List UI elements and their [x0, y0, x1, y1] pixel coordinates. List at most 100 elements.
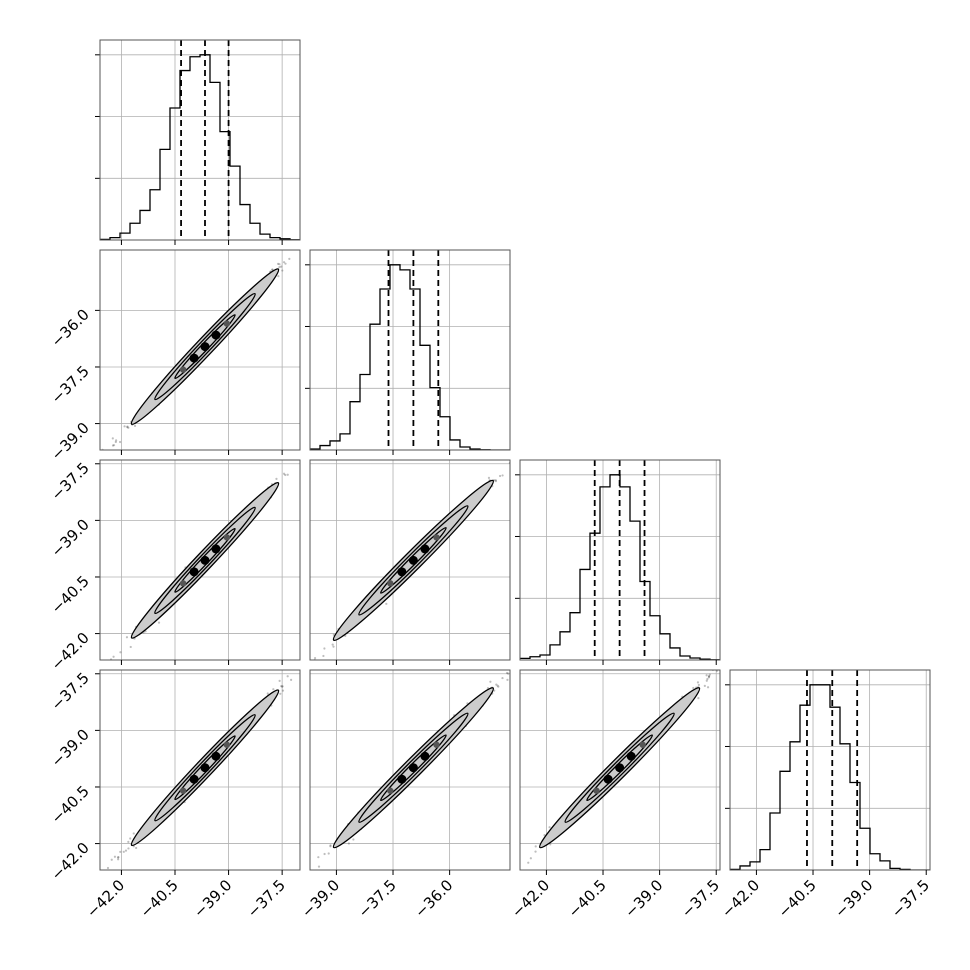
scatter-point — [280, 685, 283, 688]
x-tick-label: −42.0 — [508, 876, 553, 921]
scatter-point — [281, 685, 284, 688]
scatter-point — [487, 476, 491, 479]
scatter-point — [495, 683, 498, 686]
x-tick-label: −42.0 — [718, 876, 763, 921]
scatter-point — [272, 688, 275, 691]
scatter-point — [105, 668, 107, 670]
scatter-point — [692, 686, 695, 690]
density-core — [223, 741, 231, 748]
scatter-points — [498, 629, 761, 895]
scatter-point — [718, 663, 720, 665]
scatter-point — [119, 651, 122, 654]
scatter-point — [535, 649, 537, 651]
scatter-point — [104, 665, 106, 667]
scatter-point — [723, 660, 725, 662]
scatter-point — [103, 676, 105, 678]
panel-frame — [99, 669, 301, 871]
scatter-point — [117, 856, 120, 859]
scatter-point — [561, 408, 563, 410]
scatter-point — [126, 425, 129, 428]
scatter-point — [275, 477, 278, 480]
panel-frame — [519, 669, 721, 871]
scatter-point — [291, 887, 293, 889]
scatter-point — [104, 873, 106, 875]
density-core — [211, 751, 221, 761]
scatter-point — [281, 685, 284, 688]
density-core — [179, 787, 187, 794]
scatter-point — [133, 424, 137, 428]
scatter-panel-2-0: −42.0 −40.5 −39.0 −37.5 — [48, 443, 314, 678]
scatter-point — [276, 262, 280, 265]
scatter-point — [525, 454, 527, 456]
scatter-point — [505, 671, 509, 675]
scatter-point — [281, 269, 284, 272]
scatter-point — [132, 832, 135, 835]
density-core — [408, 763, 418, 773]
scatter-point — [112, 444, 116, 447]
scatter-point — [323, 852, 326, 856]
scatter-point — [515, 454, 517, 456]
scatter-point — [512, 873, 514, 875]
scatter-point — [297, 244, 299, 246]
scatter-point — [321, 638, 323, 640]
scatter-point — [279, 907, 281, 909]
scatter-point — [235, 943, 237, 945]
scatter-point — [501, 474, 504, 477]
density-core — [433, 741, 440, 748]
scatter-point — [122, 850, 125, 853]
scatter-point — [312, 443, 314, 445]
scatter-point — [697, 683, 700, 687]
scatter-point — [323, 647, 326, 650]
density-core — [387, 787, 394, 794]
scatter-point — [129, 837, 132, 840]
x-tick-label: −40.5 — [565, 876, 610, 921]
scatter-point — [288, 257, 291, 260]
histogram-panel-1 — [305, 249, 511, 455]
scatter-point — [127, 847, 130, 850]
scatter-point — [498, 474, 502, 478]
density-core — [420, 544, 430, 554]
scatter-point — [277, 274, 280, 278]
x-tick-label: −37.5 — [244, 876, 289, 921]
scatter-point — [290, 678, 293, 681]
scatter-point — [497, 685, 500, 688]
scatter-point — [707, 676, 711, 679]
scatter-point — [347, 842, 350, 845]
scatter-point — [506, 678, 509, 681]
scatter-point — [721, 667, 723, 669]
scatter-point — [126, 426, 129, 429]
scatter-point — [498, 893, 500, 895]
density-core — [603, 774, 613, 784]
histogram-panel-3: −42.0 −40.5 −39.0 −37.5 — [718, 669, 933, 921]
x-tick-label: −39.0 — [298, 876, 343, 921]
scatter-point — [713, 664, 715, 666]
histogram-step — [310, 264, 510, 450]
scatter-point — [271, 268, 274, 271]
scatter-point — [271, 268, 274, 271]
scatter-point — [759, 629, 761, 631]
scatter-point — [706, 677, 709, 681]
scatter-point — [127, 840, 130, 843]
scatter-point — [718, 663, 720, 665]
scatter-point — [104, 877, 106, 879]
scatter-point — [117, 856, 120, 859]
scatter-point — [696, 681, 700, 684]
scatter-point — [331, 643, 334, 646]
scatter-point — [127, 426, 130, 429]
y-tick-label: −42.0 — [48, 629, 93, 674]
scatter-point — [278, 265, 281, 269]
scatter-point — [705, 679, 708, 682]
scatter-point — [329, 845, 332, 848]
scatter-point — [123, 425, 126, 428]
scatter-point — [501, 676, 504, 680]
scatter-panel-3-0: −42.0−40.5−39.0−37.5−42.0 −40.5 −39.0 −37.5 — [48, 638, 323, 921]
scatter-point — [70, 906, 72, 908]
scatter-point — [385, 602, 388, 605]
y-tick-label: −39.0 — [48, 725, 93, 770]
scatter-point — [725, 661, 727, 663]
scatter-point — [284, 473, 287, 477]
scatter-point — [135, 846, 138, 850]
density-core — [211, 544, 221, 554]
scatter-point — [523, 447, 525, 449]
